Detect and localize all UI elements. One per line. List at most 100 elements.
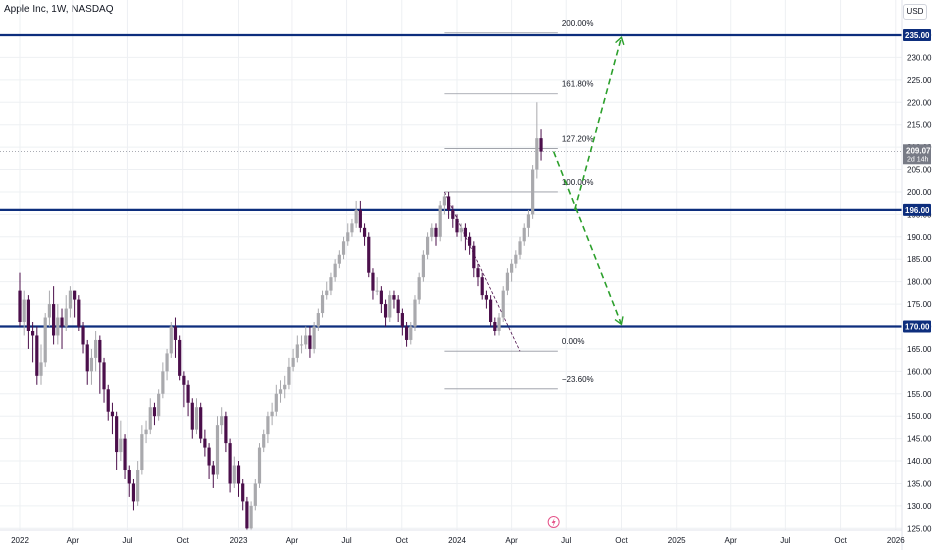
candle bbox=[396, 295, 400, 323]
candle-body bbox=[60, 317, 64, 327]
level-price-tag bbox=[903, 29, 931, 41]
candle bbox=[131, 478, 136, 511]
candle bbox=[110, 402, 115, 435]
candle bbox=[245, 496, 249, 531]
candle bbox=[73, 290, 77, 318]
x-tick-label: Apr bbox=[505, 536, 518, 545]
level-price-label: 235.00 bbox=[905, 31, 930, 40]
candle bbox=[413, 295, 417, 331]
candle-body bbox=[459, 227, 463, 233]
y-tick-label: 200.00 bbox=[907, 188, 932, 197]
candle bbox=[316, 308, 320, 331]
candle-body bbox=[131, 483, 136, 502]
candle-body bbox=[253, 483, 257, 506]
candle-body bbox=[257, 447, 262, 484]
candle bbox=[140, 425, 144, 475]
x-tick-label: Apr bbox=[724, 536, 737, 545]
candle bbox=[312, 322, 316, 354]
candle-body bbox=[341, 241, 346, 255]
x-tick-label: Apr bbox=[67, 536, 80, 545]
candle bbox=[144, 420, 148, 444]
candle-body bbox=[161, 371, 165, 394]
candle-body bbox=[526, 214, 531, 228]
candle-body bbox=[186, 384, 190, 403]
candle-body bbox=[510, 263, 514, 273]
candle bbox=[325, 281, 329, 300]
candle-body bbox=[43, 317, 47, 363]
candle bbox=[522, 223, 526, 246]
candle bbox=[211, 461, 215, 488]
candle-body bbox=[312, 326, 316, 349]
candle bbox=[266, 411, 270, 444]
candle bbox=[379, 286, 383, 314]
candle-body bbox=[169, 326, 173, 354]
candle-body bbox=[531, 169, 535, 215]
candle-body bbox=[484, 295, 489, 300]
candle bbox=[337, 250, 341, 269]
x-tick-label: 2025 bbox=[668, 536, 686, 545]
candle bbox=[94, 330, 98, 372]
candle bbox=[463, 223, 468, 251]
candle-body bbox=[31, 330, 35, 336]
candle-body bbox=[148, 407, 152, 430]
candle bbox=[455, 214, 459, 237]
candle bbox=[270, 402, 274, 426]
price-axis: 125.00 130.00 135.00 140.00 145.00 150.00 155.… bbox=[901, 0, 932, 550]
candle bbox=[535, 102, 539, 179]
candle bbox=[115, 411, 119, 471]
candle bbox=[123, 434, 127, 479]
candle bbox=[31, 322, 35, 363]
candle bbox=[539, 129, 543, 161]
candle-body bbox=[236, 465, 241, 484]
currency-selector[interactable]: USD bbox=[903, 4, 927, 20]
candle-body bbox=[392, 295, 396, 300]
candle bbox=[173, 317, 178, 358]
x-tick-label: Oct bbox=[396, 536, 409, 545]
candle bbox=[47, 290, 52, 327]
candle bbox=[98, 335, 102, 394]
candle bbox=[274, 384, 278, 417]
candle-body bbox=[52, 304, 56, 336]
candle-body bbox=[190, 402, 194, 430]
candle-body bbox=[304, 335, 308, 345]
candle bbox=[518, 236, 522, 260]
candle bbox=[81, 322, 85, 354]
candle-body bbox=[241, 483, 245, 502]
candle-body bbox=[127, 470, 131, 484]
candle bbox=[119, 420, 123, 462]
candle-body bbox=[299, 344, 304, 346]
candle bbox=[472, 241, 476, 278]
candle-body bbox=[249, 505, 253, 529]
candle-body bbox=[434, 227, 438, 237]
candle-body bbox=[152, 407, 157, 417]
projection-arrowhead bbox=[615, 35, 625, 46]
candle-body bbox=[211, 465, 215, 475]
candle bbox=[64, 295, 68, 331]
candle bbox=[26, 295, 31, 349]
candle bbox=[459, 223, 463, 242]
candle-body bbox=[463, 227, 468, 237]
candle bbox=[52, 286, 56, 345]
candle-body bbox=[346, 232, 350, 242]
candle-body bbox=[144, 429, 148, 435]
last-price-label: 209.07 bbox=[906, 146, 931, 155]
level-price-tag bbox=[903, 203, 931, 216]
candle-body bbox=[291, 357, 295, 367]
y-tick-label: 180.00 bbox=[907, 278, 932, 287]
candle-body bbox=[22, 299, 26, 323]
candle bbox=[77, 295, 81, 331]
countdown-label: 2d 14h bbox=[907, 156, 929, 163]
candle bbox=[136, 461, 140, 506]
candle bbox=[287, 357, 291, 390]
candle-body bbox=[354, 209, 358, 224]
candle-body bbox=[472, 245, 476, 269]
candle-body bbox=[110, 411, 115, 417]
candle bbox=[161, 362, 165, 399]
candle-body bbox=[165, 353, 169, 372]
candle-body bbox=[56, 317, 60, 336]
candle-body bbox=[468, 236, 472, 246]
candle-body bbox=[480, 277, 484, 296]
candle bbox=[320, 290, 325, 318]
chart-title: Apple Inc, 1W, NASDAQ bbox=[4, 4, 114, 15]
